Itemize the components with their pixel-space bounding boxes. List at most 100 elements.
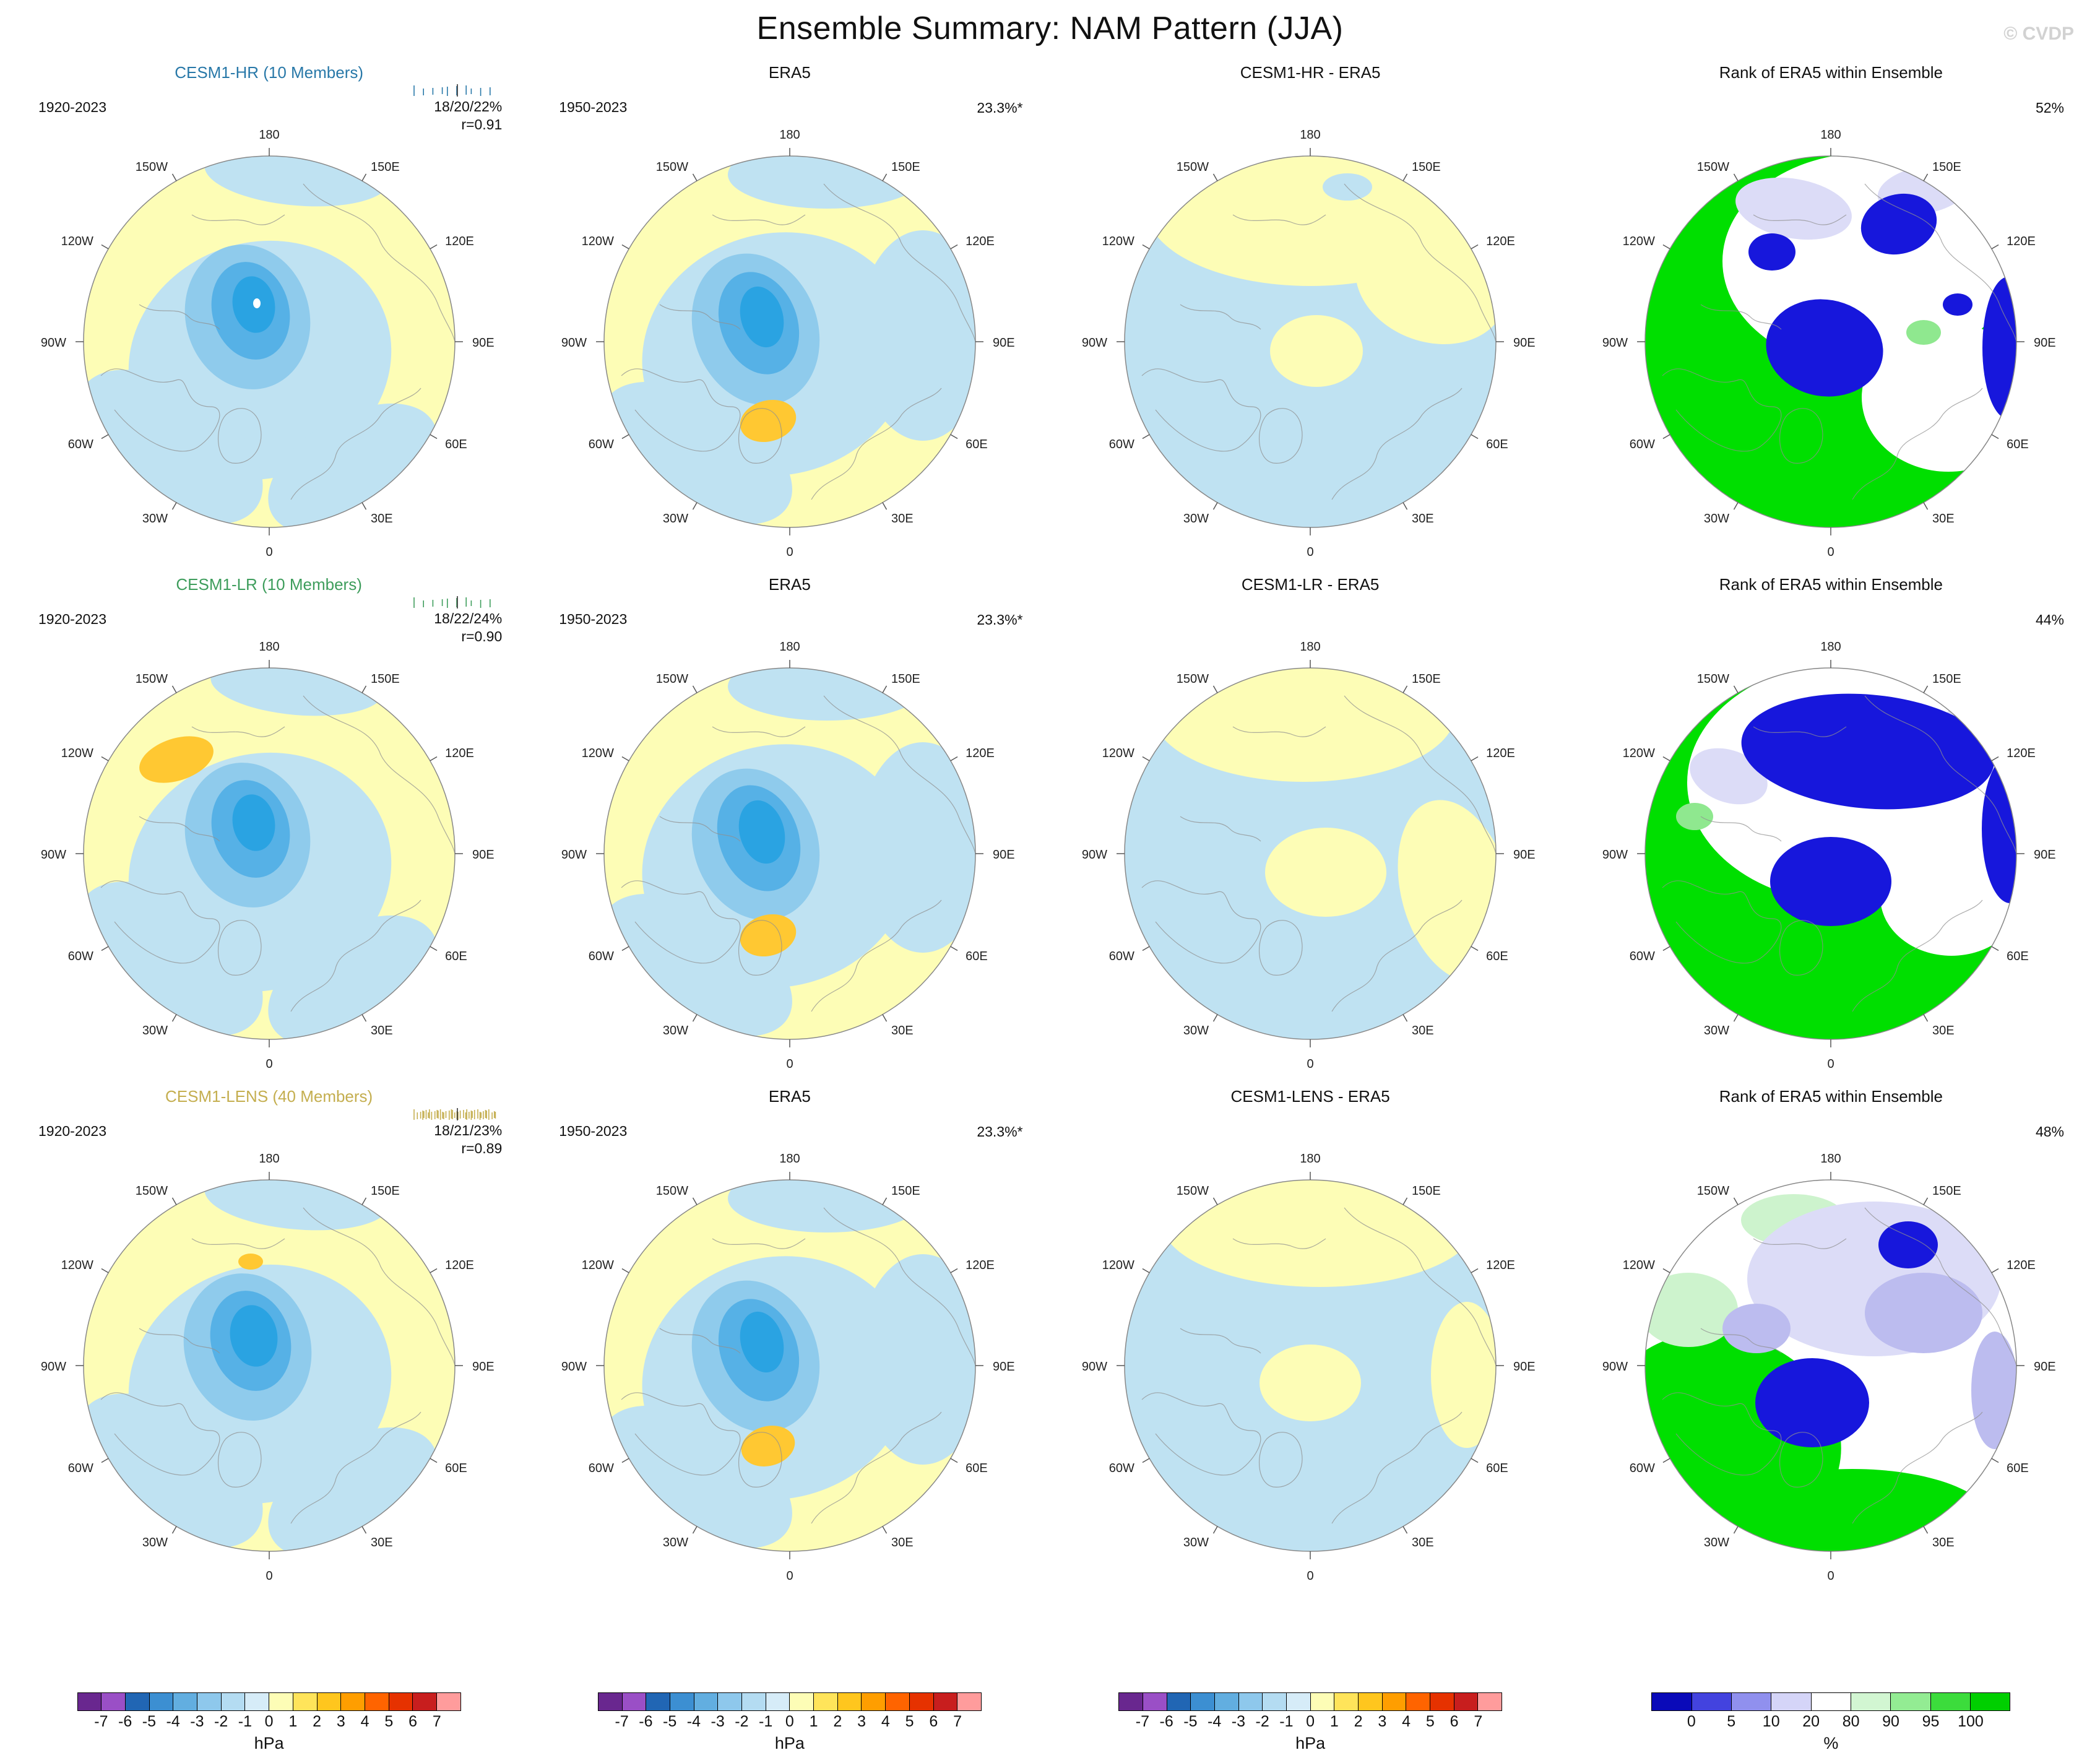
panel-stats: 18/22/24% r=0.90 (409, 595, 502, 646)
map-area: 180 150E 120E 90E 60E 30E 0 30W 60W 90W 120W 150W (1571, 118, 2091, 569)
panel-title: CESM1-LENS - ERA5 (1230, 1087, 1390, 1106)
colorbar-tick-label: -7 (615, 1713, 629, 1730)
hpa-colorbar: -7 -6 -5 -4 -3 -2 -1 0 1 2 3 4 5 6 7 hPa (529, 1692, 1050, 1753)
colorbar-segment (861, 1693, 886, 1710)
colorbar-segment (1238, 1693, 1263, 1710)
coastlines (1141, 695, 1497, 1012)
colorbar-unit: % (1823, 1734, 1839, 1752)
svg-text:60E: 60E (2007, 438, 2029, 451)
panel-r2c2: CESM1-LENS - ERA5 180 150E 120E 90E 60E 30E 0 30… (1050, 1086, 1571, 1593)
colorbar-tick-label: -2 (735, 1713, 749, 1730)
colorbar-tick-label: -2 (214, 1713, 228, 1730)
svg-text:180: 180 (259, 640, 279, 654)
colorbar-tick-labels: -7 -6 -5 -4 -3 -2 -1 0 1 2 3 4 5 6 7 (598, 1713, 982, 1733)
svg-text:60W: 60W (1109, 438, 1134, 451)
colorbar-segment (1453, 1693, 1478, 1710)
colorbar-segment (77, 1693, 102, 1710)
colorbar-tick-label: 0 (1687, 1713, 1696, 1730)
period-label: 1920-2023 (38, 1123, 106, 1139)
colorbar-segment (1334, 1693, 1358, 1710)
svg-text:0: 0 (1828, 1057, 1834, 1071)
svg-text:90W: 90W (1602, 848, 1628, 862)
hpa-colorbar: -7 -6 -5 -4 -3 -2 -1 0 1 2 3 4 5 6 7 hPa (9, 1692, 529, 1753)
svg-text:150E: 150E (1932, 1184, 1961, 1198)
colorbar-segment (292, 1693, 317, 1710)
svg-text:90W: 90W (1082, 1360, 1107, 1374)
panel-subheader (1050, 83, 1571, 118)
colorbar-segment (436, 1693, 460, 1710)
svg-text:90E: 90E (472, 1360, 495, 1374)
coastlines (1662, 183, 2017, 500)
colorbar-bar (1651, 1692, 2011, 1711)
svg-text:120W: 120W (1623, 747, 1655, 760)
colorbar-tick-label: -4 (686, 1713, 701, 1730)
panel-title: ERA5 (768, 63, 811, 82)
svg-text:30E: 30E (1412, 1536, 1434, 1549)
colorbar-segment (1119, 1693, 1143, 1710)
colorbar-segment (364, 1693, 389, 1710)
colorbar-tick-label: -3 (190, 1713, 204, 1730)
svg-text:60W: 60W (1630, 950, 1655, 963)
map-area: 180 150E 120E 90E 60E 30E 0 30W 60W 90W 120W 150W (1571, 1141, 2091, 1593)
svg-text:30E: 30E (1932, 1536, 1955, 1549)
field-shading (603, 156, 975, 527)
colorbar-tick-label: 0 (1306, 1713, 1315, 1730)
colorbar-segment (388, 1693, 413, 1710)
longitude-labels: 180 150E 120E 90E 60E 30E 0 30W 60W 90W 120W 150W (1602, 1152, 2056, 1583)
svg-text:150W: 150W (1697, 672, 1729, 686)
period-label: 1920-2023 (38, 611, 106, 627)
colorbar-tick-label: 1 (1329, 1713, 1339, 1730)
longitude-labels: 180 150E 120E 90E 60E 30E 0 30W 60W 90W 120W 150W (1082, 1152, 1536, 1583)
colorbar-segment (669, 1693, 694, 1710)
colorbar-segment (621, 1693, 646, 1710)
polar-map-r1c1: 180 150E 120E 90E 60E 30E 0 30W 60W 90W 120W 150W (561, 640, 1015, 1071)
pattern-correlation: r=0.91 (461, 116, 503, 133)
colorbar-tick-label: -6 (118, 1713, 132, 1730)
svg-text:150W: 150W (1697, 160, 1729, 174)
svg-text:30W: 30W (1704, 1536, 1729, 1549)
svg-text:120W: 120W (1102, 235, 1134, 248)
panel-stats: 18/21/23% r=0.89 (409, 1107, 502, 1158)
panel-title: Rank of ERA5 within Ensemble (1719, 1087, 1943, 1106)
colorbar-bar (1118, 1692, 1503, 1711)
colorbar-segment (717, 1693, 741, 1710)
svg-text:120E: 120E (966, 1258, 995, 1272)
svg-text:30E: 30E (1932, 1024, 1955, 1037)
svg-text:180: 180 (1300, 640, 1320, 654)
svg-text:0: 0 (1307, 1057, 1314, 1071)
svg-text:120W: 120W (61, 1258, 93, 1272)
colorbar-tick-label: -1 (238, 1713, 252, 1730)
colorbar-tick-label: 5 (1425, 1713, 1435, 1730)
figure-title: Ensemble Summary: NAM Pattern (JJA) (756, 11, 1344, 46)
period-label: 1950-2023 (559, 1123, 628, 1139)
longitude-labels: 180 150E 120E 90E 60E 30E 0 30W 60W 90W 120W 150W (561, 1152, 1015, 1583)
svg-text:120E: 120E (966, 747, 995, 760)
svg-text:60E: 60E (966, 438, 988, 451)
field-shading (603, 668, 975, 1039)
panel-r1c1: ERA5 1950-2023 23.3%* 180 150E 120E 90E 60E 30E 0… (529, 574, 1050, 1081)
colorbar-segment (1890, 1693, 1930, 1710)
svg-text:120E: 120E (1486, 235, 1515, 248)
period-label: 1920-2023 (38, 99, 106, 115)
map-area: 180 150E 120E 90E 60E 30E 0 30W 60W 90W 120W 150W (1050, 118, 1571, 569)
svg-text:150E: 150E (1412, 1184, 1441, 1198)
svg-text:120E: 120E (1486, 1258, 1515, 1272)
colorbar-segment (1381, 1693, 1406, 1710)
svg-text:180: 180 (1300, 128, 1320, 142)
svg-text:90E: 90E (2034, 848, 2056, 862)
colorbar-segment (885, 1693, 909, 1710)
svg-text:60E: 60E (966, 1462, 988, 1475)
svg-text:0: 0 (1828, 545, 1834, 559)
svg-text:0: 0 (786, 545, 793, 559)
svg-text:150W: 150W (656, 1184, 688, 1198)
svg-text:30W: 30W (663, 1536, 688, 1549)
period-label: 1950-2023 (559, 99, 628, 115)
map-area: 180 150E 120E 90E 60E 30E 0 30W 60W 90W 120W 150W (529, 630, 1050, 1081)
coastlines (621, 1207, 975, 1524)
svg-text:90E: 90E (1513, 848, 1536, 862)
coastlines (621, 183, 975, 500)
polar-map-r1c2: 180 150E 120E 90E 60E 30E 0 30W 60W 90W 120W 150W (1082, 640, 1536, 1071)
svg-text:120E: 120E (966, 235, 995, 248)
colorbar-tick-label: 3 (1378, 1713, 1387, 1730)
panel-r2c1: ERA5 1950-2023 23.3%* 180 150E 120E 90E 60E 30E 0… (529, 1086, 1050, 1593)
